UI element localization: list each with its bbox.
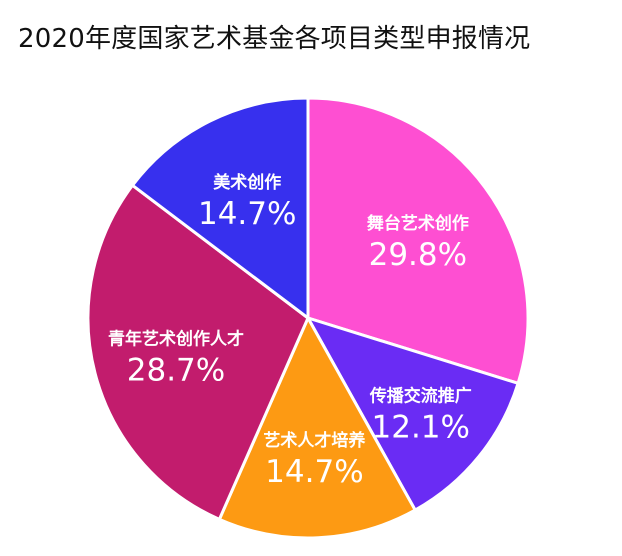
pie-slice-3 xyxy=(217,316,417,540)
slice-value-1: 29.8% xyxy=(369,237,467,273)
pie-slice-1 xyxy=(306,96,530,385)
slice-value-5: 14.7% xyxy=(198,196,296,232)
slice-label-5: 美术创作 xyxy=(213,172,281,193)
slice-label-2: 传播交流推广 xyxy=(369,385,472,406)
pie-slice-5 xyxy=(130,96,310,320)
slice-label-4: 青年艺术创作人才 xyxy=(108,328,244,349)
chart-title: 2020年度国家艺术基金各项目类型申报情况 xyxy=(18,24,531,54)
slice-label-3: 艺术人才培养 xyxy=(263,430,366,451)
slice-value-2: 12.1% xyxy=(372,409,470,445)
slice-value-3: 14.7% xyxy=(265,454,363,490)
pie-labels: 舞台艺术创作 29.8% 传播交流推广 12.1% 艺术人才培养 14.7% 青年艺术创作人… xyxy=(108,172,472,490)
pie-slices xyxy=(86,96,530,540)
slice-value-4: 28.7% xyxy=(127,352,225,388)
slice-label-1: 舞台艺术创作 xyxy=(367,213,469,234)
pie-slice-4 xyxy=(86,183,310,521)
pie-slice-2 xyxy=(306,316,520,512)
